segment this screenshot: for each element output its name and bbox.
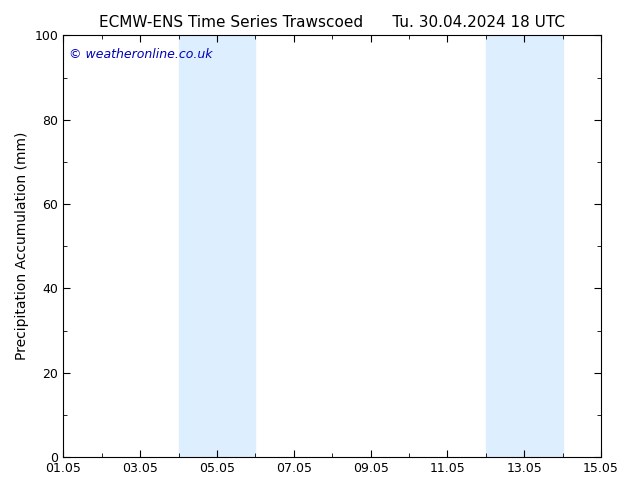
Title: ECMW-ENS Time Series Trawscoed      Tu. 30.04.2024 18 UTC: ECMW-ENS Time Series Trawscoed Tu. 30.04… (99, 15, 565, 30)
Y-axis label: Precipitation Accumulation (mm): Precipitation Accumulation (mm) (15, 132, 29, 361)
Bar (179, 35, 217, 457)
Bar (486, 35, 524, 457)
Bar (217, 35, 256, 457)
Bar (524, 35, 562, 457)
Text: © weatheronline.co.uk: © weatheronline.co.uk (68, 48, 212, 61)
